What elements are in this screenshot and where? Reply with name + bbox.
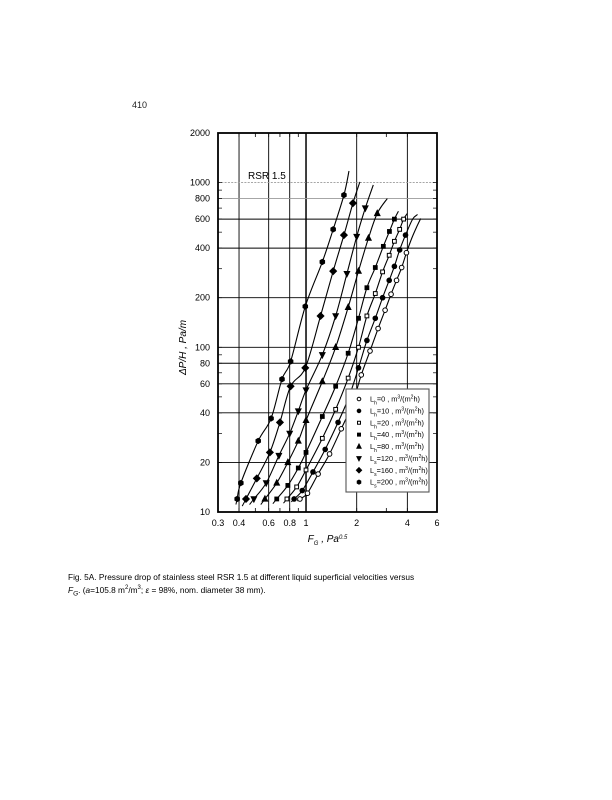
- svg-text:200: 200: [195, 293, 210, 303]
- svg-text:1000: 1000: [190, 178, 210, 188]
- svg-text:6: 6: [434, 518, 439, 528]
- svg-text:20: 20: [200, 457, 210, 467]
- svg-text:40: 40: [200, 408, 210, 418]
- svg-text:1: 1: [304, 518, 309, 528]
- svg-text:ΔP/H , Pa/m: ΔP/H , Pa/m: [178, 320, 189, 376]
- svg-text:0.6: 0.6: [262, 518, 275, 528]
- svg-text:RSR 1.5: RSR 1.5: [248, 171, 286, 182]
- svg-text:100: 100: [195, 342, 210, 352]
- svg-text:10: 10: [200, 507, 210, 517]
- svg-text:2000: 2000: [190, 128, 210, 138]
- svg-text:4: 4: [405, 518, 410, 528]
- svg-text:60: 60: [200, 379, 210, 389]
- svg-text:400: 400: [195, 243, 210, 253]
- svg-text:80: 80: [200, 358, 210, 368]
- svg-text:0.3: 0.3: [212, 518, 225, 528]
- svg-text:0.4: 0.4: [233, 518, 246, 528]
- svg-text:FG , Pa0.5: FG , Pa0.5: [308, 534, 348, 547]
- svg-text:800: 800: [195, 194, 210, 204]
- svg-text:0.8: 0.8: [283, 518, 296, 528]
- svg-text:2: 2: [354, 518, 359, 528]
- svg-text:600: 600: [195, 214, 210, 224]
